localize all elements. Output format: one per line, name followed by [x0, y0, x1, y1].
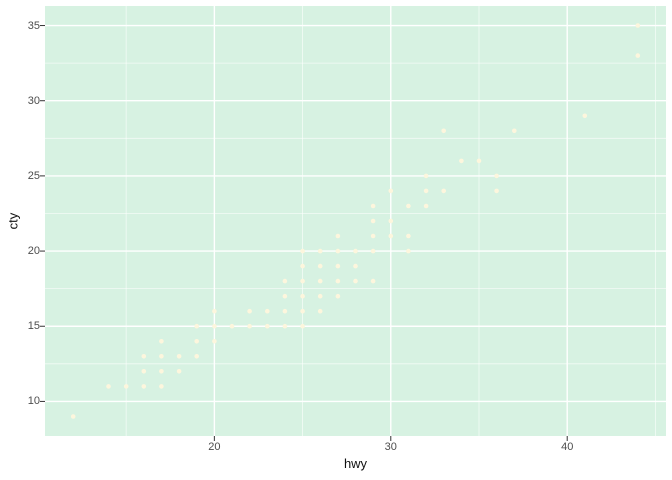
data-point: [300, 248, 305, 254]
data-point: [353, 248, 358, 254]
data-point: [300, 278, 305, 284]
data-point: [194, 323, 199, 329]
y-tick-label: 15: [27, 320, 40, 333]
y-tick-label: 30: [27, 94, 40, 107]
data-point: [159, 339, 164, 344]
data-point: [335, 248, 341, 254]
data-point: [494, 188, 499, 194]
y-tick-label: 10: [27, 395, 40, 408]
data-point: [635, 23, 641, 28]
data-point: [441, 188, 447, 194]
data-point: [353, 263, 358, 269]
data-point: [388, 218, 394, 224]
data-point: [370, 248, 376, 254]
data-point: [335, 233, 341, 239]
data-point: [212, 323, 217, 329]
x-tick-label: 40: [561, 441, 574, 453]
y-tick-label: 20: [27, 245, 40, 258]
data-point: [335, 293, 341, 299]
data-point: [141, 384, 147, 389]
data-point: [317, 278, 323, 284]
data-point: [335, 263, 341, 269]
data-point: [353, 278, 358, 284]
data-point: [265, 308, 270, 314]
data-point: [70, 414, 76, 419]
data-point: [176, 369, 182, 374]
data-point: [300, 293, 305, 299]
data-point: [370, 203, 376, 209]
data-point: [229, 323, 235, 329]
data-point: [494, 173, 499, 179]
data-point: [423, 173, 429, 179]
data-point: [300, 263, 305, 269]
data-point: [370, 218, 376, 224]
data-point: [388, 188, 394, 194]
data-point: [370, 278, 376, 284]
data-point: [582, 113, 588, 119]
data-point: [159, 354, 164, 359]
data-point: [212, 339, 217, 344]
data-point: [512, 128, 517, 134]
data-point: [194, 339, 199, 344]
data-point: [300, 308, 305, 314]
data-point: [317, 308, 323, 314]
data-point: [441, 128, 447, 134]
data-point: [123, 384, 129, 389]
data-point: [159, 384, 164, 389]
data-point: [282, 323, 288, 329]
data-point: [406, 203, 411, 209]
data-point: [335, 278, 341, 284]
data-point: [370, 233, 376, 239]
data-point: [423, 188, 429, 194]
data-point: [282, 278, 288, 284]
data-point: [159, 369, 164, 374]
panel-background: [45, 6, 666, 436]
data-point: [247, 308, 252, 314]
data-point: [141, 354, 147, 359]
data-point: [317, 248, 323, 254]
data-point: [282, 308, 288, 314]
data-point: [635, 53, 641, 58]
data-point: [247, 323, 252, 329]
data-point: [317, 293, 323, 299]
data-point: [317, 263, 323, 269]
data-point: [282, 293, 288, 299]
data-point: [141, 369, 147, 374]
data-point: [265, 323, 270, 329]
data-point: [194, 354, 199, 359]
data-point: [406, 233, 411, 239]
x-tick-label: 30: [384, 441, 397, 453]
data-point: [106, 384, 111, 389]
y-tick-label: 25: [27, 169, 40, 182]
x-tick-label: 20: [208, 441, 221, 453]
data-point: [406, 248, 411, 254]
data-point: [459, 158, 464, 164]
data-point: [388, 233, 394, 239]
data-point: [300, 323, 305, 329]
y-tick-label: 35: [27, 19, 40, 32]
x-axis-title: hwy: [343, 456, 368, 471]
data-point: [176, 354, 182, 359]
data-point: [476, 158, 482, 164]
y-axis-title: cty: [5, 212, 21, 230]
data-point: [212, 308, 217, 314]
data-point: [423, 203, 429, 209]
